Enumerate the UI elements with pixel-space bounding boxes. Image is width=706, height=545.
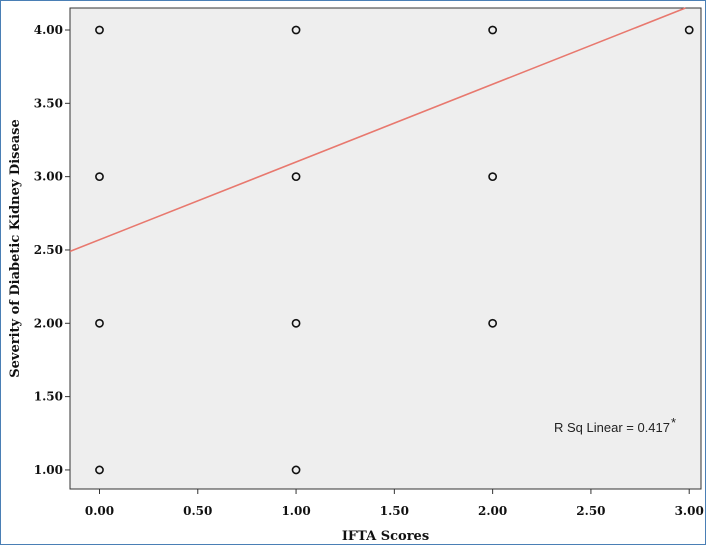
data-point [684,25,694,35]
y-tick-label: 1.00 [34,463,63,477]
x-tick-label: 2.00 [478,504,507,518]
data-point [95,25,104,35]
y-tick-label: 2.50 [34,243,63,257]
data-points [95,25,694,475]
y-tick-label: 4.00 [34,23,63,37]
x-tick-label: 1.00 [281,504,310,518]
y-axis-title: Severity of Diabetic Kidney Disease [8,119,23,377]
x-tick-label: 0.50 [183,504,212,518]
ticks: 0.00 0.50 1.00 1.50 2.00 2.50 3.00 1.00 1.50 2.00… [34,23,704,518]
data-point [488,25,498,35]
y-tick-label: 3.50 [34,96,63,110]
data-point [95,465,104,475]
y-tick-label: 2.00 [34,316,63,330]
x-tick-label: 1.50 [380,504,409,518]
data-point [95,172,104,182]
data-point [291,172,301,182]
significance-asterisk: * [671,415,676,430]
y-tick-label: 1.50 [34,390,63,404]
data-point [488,172,498,182]
data-point [488,318,498,328]
data-point [291,25,301,35]
x-axis-title: IFTA Scores [342,529,429,544]
x-tick-label: 2.50 [576,504,605,518]
y-tick-label: 3.00 [34,170,63,184]
x-tick-label: 3.00 [675,504,704,518]
r-squared-annotation: R Sq Linear = 0.417 [554,420,670,435]
regression-line [69,7,686,253]
x-tick-label: 0.00 [85,504,114,518]
data-point [291,465,301,475]
data-point [291,318,301,328]
data-point [95,318,104,328]
plot-area [69,7,702,490]
